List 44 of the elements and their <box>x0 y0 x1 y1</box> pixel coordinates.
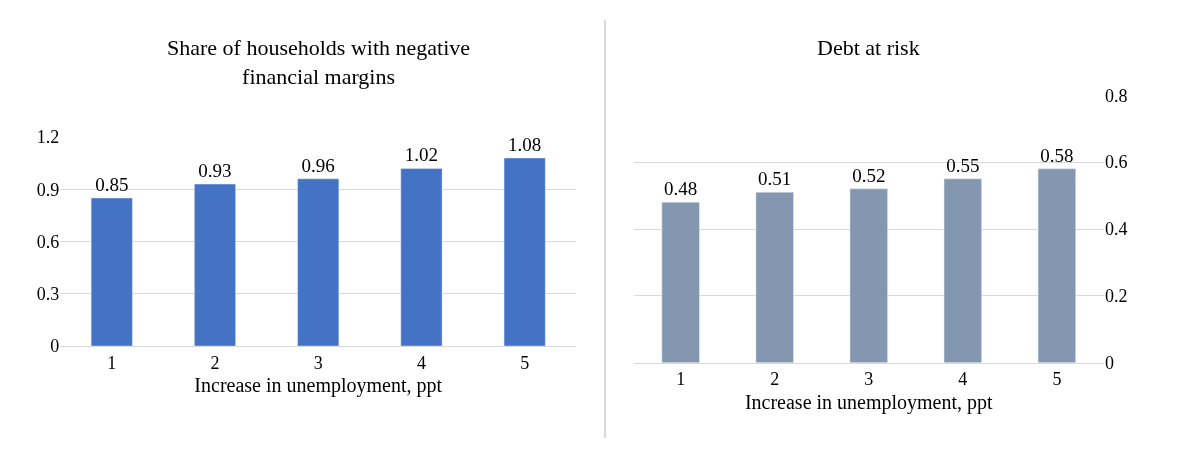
bar <box>1037 168 1076 363</box>
y-tick-label: 0.3 <box>36 284 60 305</box>
bar <box>194 183 236 347</box>
data-label: 0.48 <box>664 178 698 200</box>
x-tick-label: 5 <box>1052 369 1062 390</box>
x-tick-label: 2 <box>770 369 780 390</box>
x-tick-label: 1 <box>676 369 686 390</box>
bar <box>755 191 794 363</box>
x-tick-label: 4 <box>958 369 968 390</box>
y-tick-label: 0.8 <box>1104 85 1128 106</box>
data-label: 0.85 <box>95 174 129 195</box>
bar <box>90 197 133 347</box>
x-tick-label: 2 <box>210 352 220 373</box>
x-axis-title: Increase in unemployment, ppt <box>744 390 994 414</box>
x-axis-title: Increase in unemployment, ppt <box>194 374 443 398</box>
x-tick-label: 1 <box>107 352 117 373</box>
y-tick-label: 0 <box>50 336 60 357</box>
chart-title: Debt at risk <box>817 35 920 60</box>
data-label: 1.08 <box>508 133 542 155</box>
y-tick-label: 0 <box>1104 353 1114 374</box>
chart-title: Share of households with negative financial margins <box>167 35 471 89</box>
bar <box>400 168 443 347</box>
x-tick-label: 5 <box>520 352 530 373</box>
y-tick-label: 1.2 <box>36 127 60 148</box>
x-tick-label: 3 <box>313 352 323 373</box>
y-tick-label: 0.9 <box>36 179 60 200</box>
bar <box>849 188 888 363</box>
y-tick-label: 0.2 <box>1104 286 1128 307</box>
data-label: 0.51 <box>758 168 792 190</box>
bar <box>943 178 982 363</box>
data-label: 1.02 <box>404 144 439 166</box>
x-tick-label: 4 <box>416 352 426 373</box>
y-tick-label: 0.4 <box>1104 219 1128 240</box>
data-label: 0.96 <box>301 154 335 176</box>
y-tick-label: 0.6 <box>1104 152 1128 173</box>
bar <box>297 178 340 347</box>
bar <box>503 157 546 347</box>
data-label: 0.58 <box>1040 144 1074 166</box>
data-label: 0.55 <box>946 154 980 176</box>
bar <box>661 202 700 363</box>
y-tick-label: 0.6 <box>36 231 60 252</box>
data-label: 0.52 <box>852 164 886 186</box>
x-tick-label: 3 <box>864 369 874 390</box>
data-label: 0.93 <box>198 160 232 182</box>
